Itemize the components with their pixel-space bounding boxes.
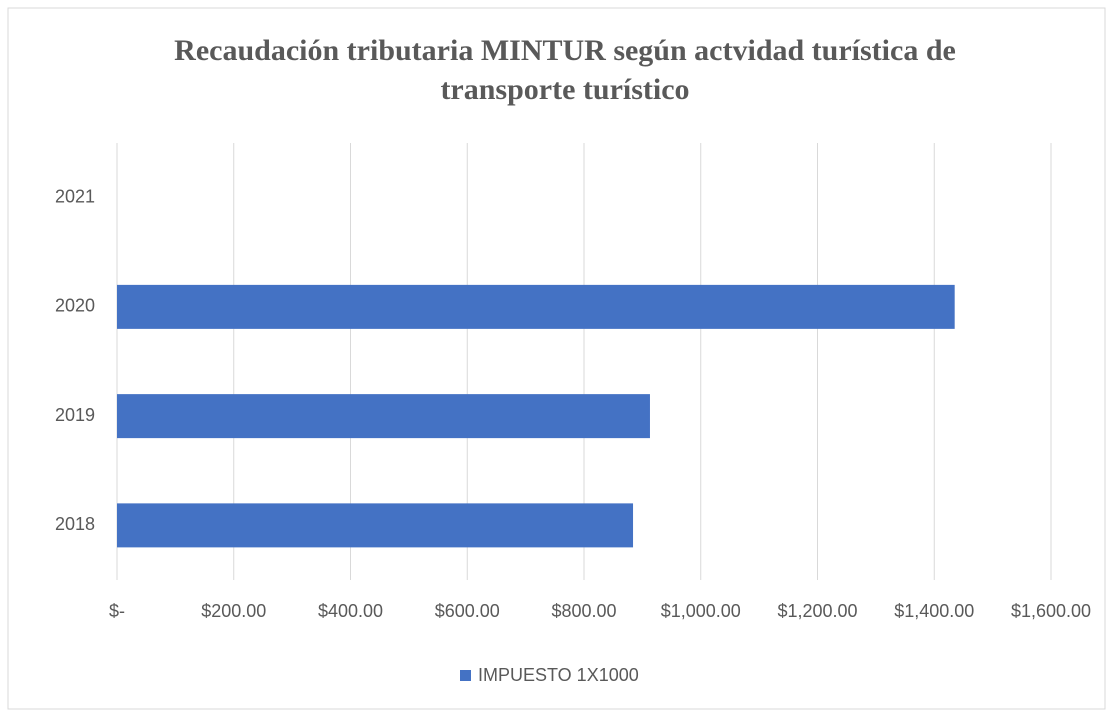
- chart-title: transporte turístico: [440, 73, 689, 106]
- legend-swatch: [460, 670, 471, 681]
- y-tick-label: 2020: [55, 296, 95, 316]
- x-tick-label: $800.00: [551, 601, 616, 621]
- x-tick-label: $400.00: [318, 601, 383, 621]
- x-tick-label: $1,000.00: [661, 601, 741, 621]
- y-tick-label: 2019: [55, 405, 95, 425]
- x-tick-label: $1,600.00: [1011, 601, 1091, 621]
- bar: [117, 284, 955, 329]
- chart-frame: [7, 7, 1106, 710]
- x-tick-label: $600.00: [435, 601, 500, 621]
- y-tick-label: 2018: [55, 514, 95, 534]
- x-tick-label: $-: [109, 601, 125, 621]
- y-tick-label: 2021: [55, 186, 95, 206]
- x-tick-label: $200.00: [201, 601, 266, 621]
- x-tick-label: $1,400.00: [894, 601, 974, 621]
- x-tick-label: $1,200.00: [777, 601, 857, 621]
- bar: [117, 503, 634, 548]
- chart-title: Recaudación tributaria MINTUR según actv…: [174, 34, 956, 67]
- legend-label: IMPUESTO 1X1000: [478, 665, 639, 685]
- bar: [117, 394, 650, 439]
